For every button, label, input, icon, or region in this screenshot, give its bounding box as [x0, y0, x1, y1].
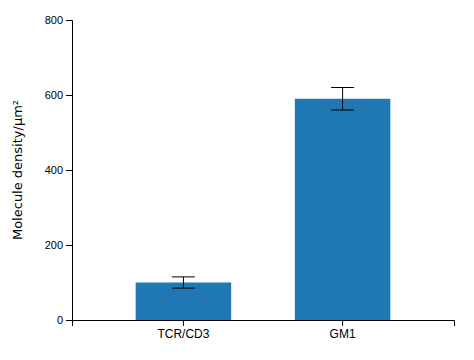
chart-container: TCR/CD3 GM1 0 200 400 600 800 Molecule density/… [0, 0, 474, 360]
chart-svg: TCR/CD3 GM1 0 200 400 600 800 Molecule density/… [0, 0, 474, 360]
tick: 400 [45, 164, 72, 176]
tick: 200 [45, 239, 72, 251]
tick: TCR/CD3 [157, 320, 209, 341]
tick-label: 600 [45, 89, 63, 101]
plot-area [136, 88, 391, 321]
bar [295, 99, 391, 320]
x-axis: TCR/CD3 GM1 [73, 320, 455, 341]
tick-mark [66, 20, 72, 21]
y-axis: 0 200 400 600 800 [45, 14, 73, 326]
y-axis-title: Molecule density/μm² [10, 100, 25, 240]
tick-label: 0 [57, 314, 63, 326]
tick-mark [66, 245, 72, 246]
tick: 600 [45, 89, 72, 101]
tick-label: 200 [45, 239, 63, 251]
axis-line [73, 321, 455, 327]
tick-mark [183, 320, 184, 326]
tick: 800 [45, 14, 72, 26]
tick-label: 800 [45, 14, 63, 26]
error-bar [172, 277, 195, 288]
tick-mark [66, 170, 72, 171]
error-bar [331, 88, 354, 111]
tick-mark [66, 320, 72, 321]
tick-label: 400 [45, 164, 63, 176]
axis-line [66, 21, 73, 321]
tick-mark [66, 95, 72, 96]
tick-label: GM1 [330, 327, 356, 341]
tick: GM1 [330, 320, 356, 341]
tick-mark [342, 320, 343, 326]
tick: 0 [57, 314, 72, 326]
tick-label: TCR/CD3 [157, 327, 209, 341]
